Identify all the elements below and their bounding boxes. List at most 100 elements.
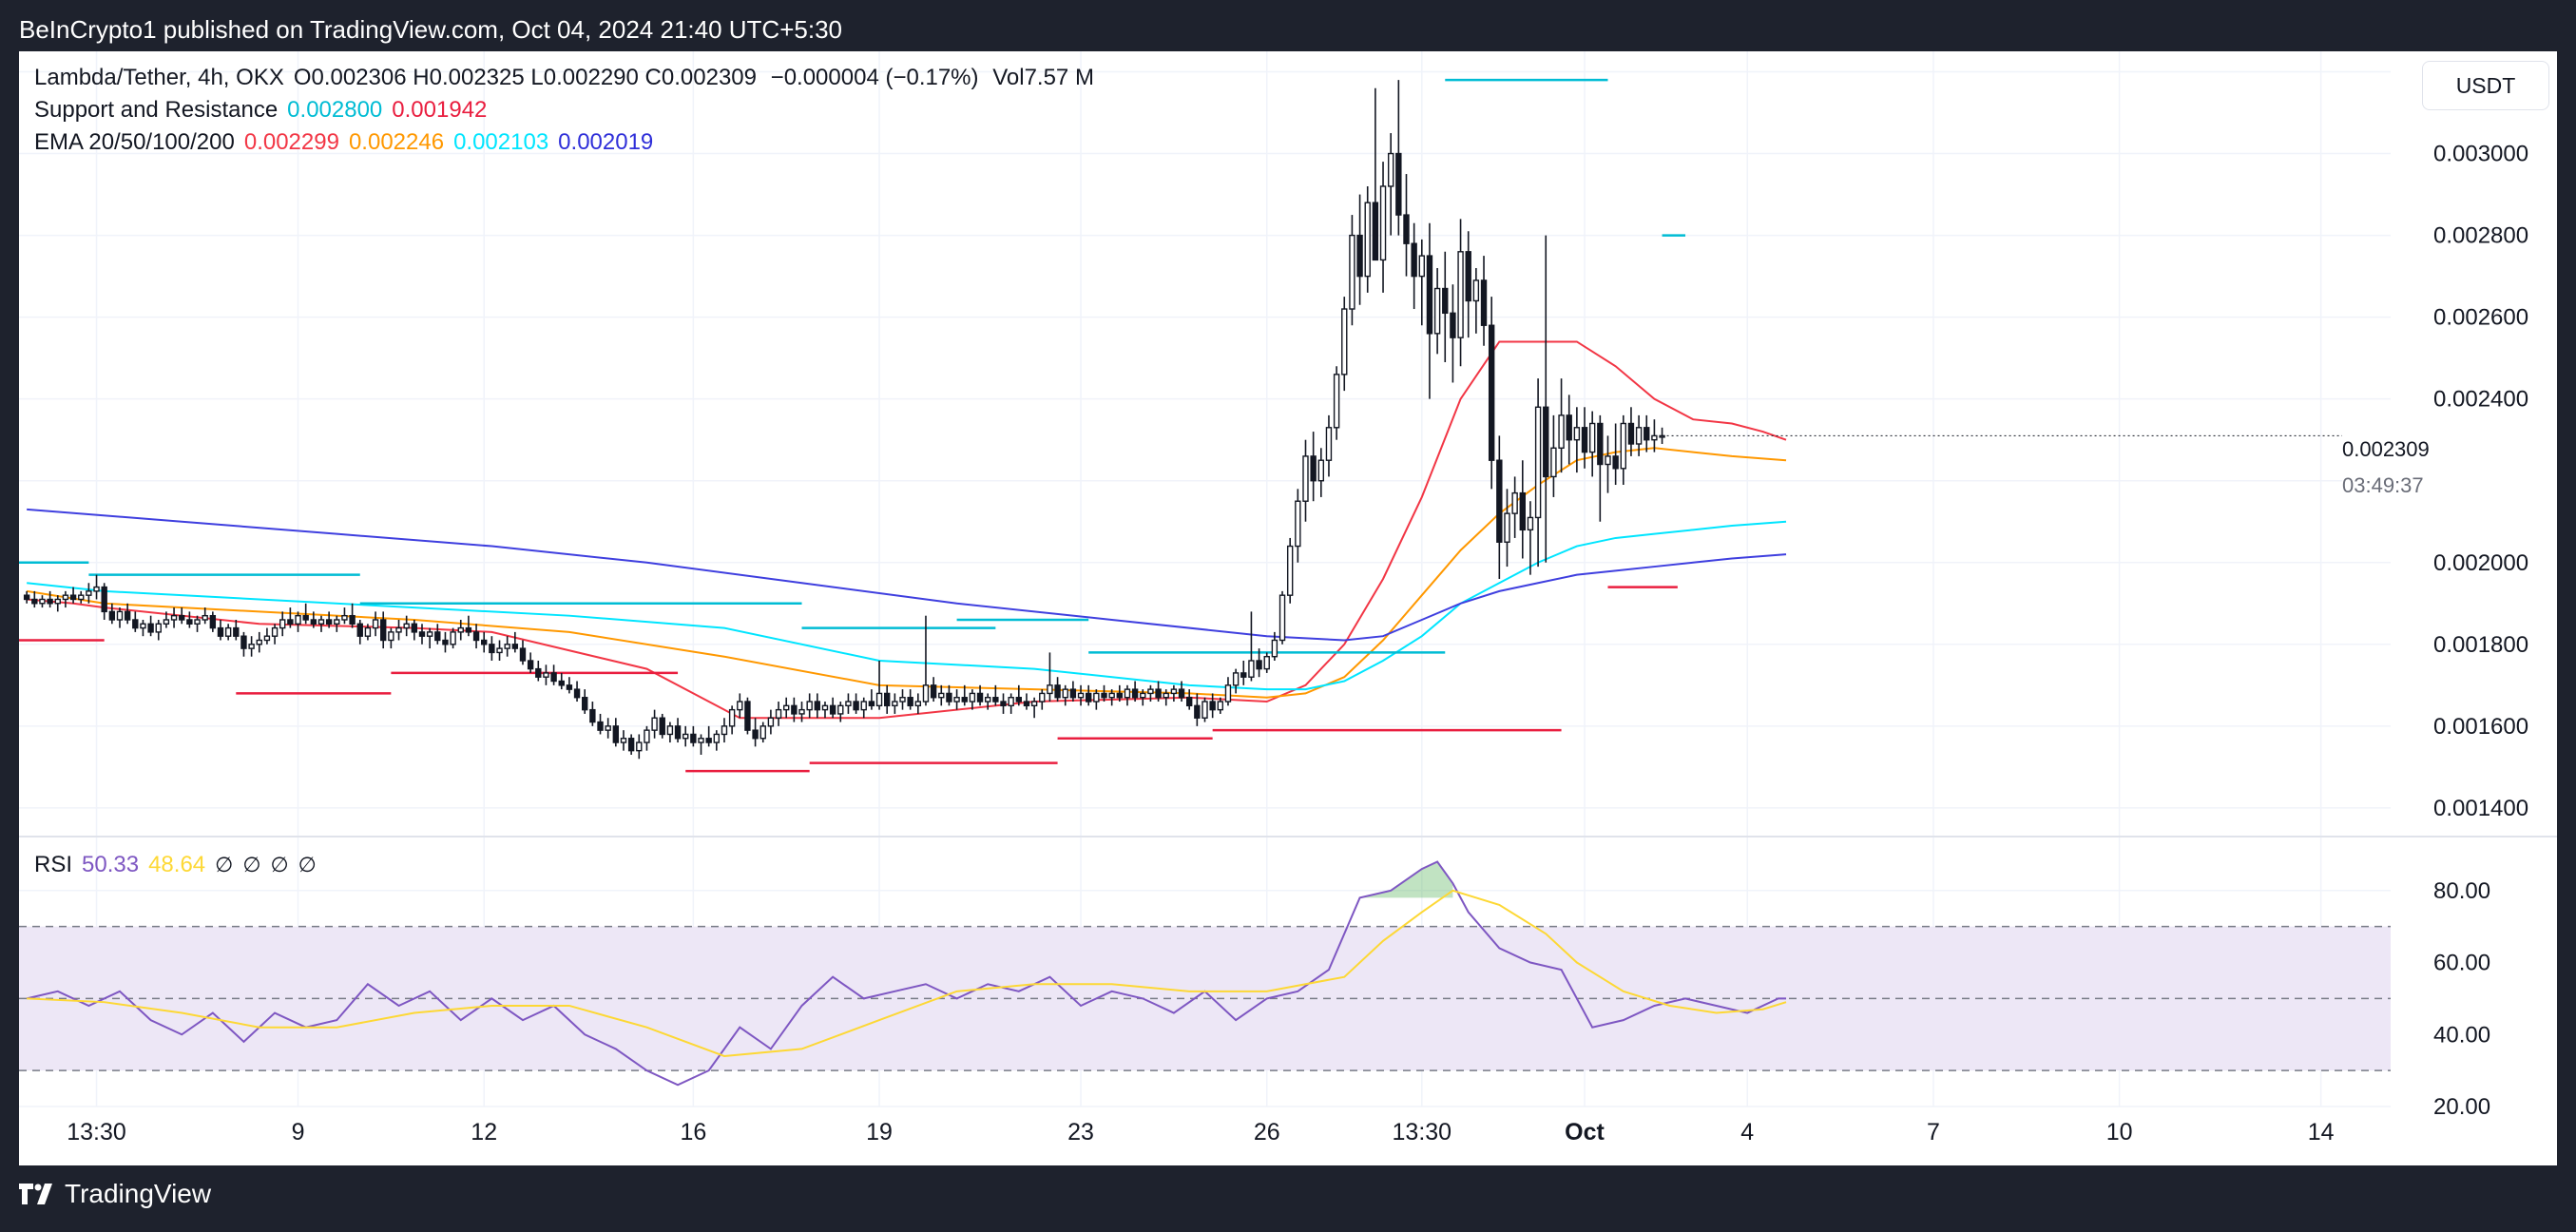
footer: TradingView bbox=[0, 1165, 2576, 1232]
candle-body bbox=[1271, 639, 1278, 658]
ohlc-high-label: H bbox=[413, 65, 430, 90]
candle bbox=[1178, 681, 1185, 703]
candle-body bbox=[759, 725, 766, 740]
candle bbox=[543, 664, 549, 685]
candle-body bbox=[1356, 234, 1363, 278]
candle bbox=[884, 684, 891, 714]
ohlc-volume-value: 7.57 M bbox=[1024, 65, 1094, 90]
legend-symbol[interactable]: Lambda/Tether, 4h, OKX bbox=[34, 65, 284, 90]
candle-body bbox=[472, 631, 480, 642]
candle-body bbox=[1015, 697, 1023, 703]
candle-body bbox=[713, 733, 721, 743]
candle-body bbox=[1364, 202, 1371, 278]
candle-body bbox=[23, 594, 30, 601]
candle bbox=[1620, 414, 1626, 486]
ema-line-ema100 bbox=[27, 520, 1787, 691]
candle-body bbox=[310, 619, 317, 625]
candle-body bbox=[527, 660, 534, 670]
candle-body bbox=[573, 688, 581, 699]
candle-body bbox=[992, 697, 999, 703]
candle bbox=[860, 697, 867, 719]
candle bbox=[1008, 693, 1014, 714]
candle-body bbox=[224, 626, 232, 637]
currency-button[interactable]: USDT bbox=[2422, 61, 2549, 110]
ema-line-ema20 bbox=[27, 340, 1787, 720]
candle-body bbox=[69, 594, 77, 601]
chart-canvas[interactable]: 0.0032000.0030000.0028000.0026000.002400… bbox=[19, 51, 2557, 1165]
candle-body bbox=[1008, 697, 1014, 707]
candle bbox=[1349, 215, 1355, 326]
candle bbox=[1185, 689, 1193, 710]
candle bbox=[1278, 590, 1286, 645]
candle-body bbox=[1496, 459, 1503, 543]
candle-body bbox=[1403, 214, 1410, 244]
candle bbox=[752, 718, 759, 747]
chart-area[interactable]: 0.0032000.0030000.0028000.0026000.002400… bbox=[19, 51, 2557, 1165]
candle-body bbox=[1379, 185, 1387, 261]
candle-body bbox=[798, 708, 805, 715]
ohlc-open-value: 0.002306 bbox=[311, 65, 407, 90]
candle-body bbox=[868, 701, 875, 707]
candle-body bbox=[287, 619, 294, 625]
candle-body bbox=[1558, 414, 1565, 450]
candle bbox=[116, 607, 124, 628]
candle bbox=[256, 631, 262, 653]
candle bbox=[434, 624, 441, 645]
ohlc-change: −0.000004 (−0.17%) bbox=[770, 65, 979, 90]
candle-body bbox=[1295, 500, 1301, 548]
hidden-value-icon: ∅ bbox=[298, 853, 317, 876]
candle bbox=[1310, 432, 1317, 502]
candle-body bbox=[1232, 672, 1240, 686]
candle bbox=[1588, 411, 1596, 477]
legend-rsi-label[interactable]: RSI bbox=[34, 852, 73, 877]
candle-body bbox=[566, 684, 573, 690]
candle-body bbox=[1333, 374, 1340, 429]
candle bbox=[1605, 435, 1611, 493]
bar-countdown: 03:49:37 bbox=[2342, 472, 2475, 500]
candle-body bbox=[426, 631, 433, 637]
candle bbox=[984, 693, 991, 710]
candle-body bbox=[674, 725, 682, 740]
candle bbox=[1256, 648, 1262, 678]
candle-body bbox=[860, 701, 867, 711]
candle-body bbox=[179, 614, 185, 621]
legend-sr-label[interactable]: Support and Resistance bbox=[34, 97, 279, 123]
candle bbox=[627, 734, 635, 755]
candle-body bbox=[1108, 692, 1115, 699]
candle-body bbox=[1286, 545, 1294, 596]
legend-ema200: 0.002019 bbox=[558, 129, 654, 155]
candle bbox=[938, 684, 945, 706]
candle-body bbox=[62, 594, 69, 601]
candle-body bbox=[1488, 324, 1495, 461]
candle bbox=[108, 603, 116, 625]
candle bbox=[969, 689, 976, 710]
legend-ema-label[interactable]: EMA 20/50/100/200 bbox=[34, 129, 235, 155]
legend-ema20: 0.002299 bbox=[243, 129, 339, 155]
candle-body bbox=[1534, 406, 1542, 519]
candle-body bbox=[170, 614, 178, 621]
candle bbox=[78, 590, 85, 604]
candle bbox=[1511, 476, 1518, 538]
candle bbox=[496, 640, 503, 662]
candle bbox=[612, 718, 620, 747]
candle bbox=[271, 624, 279, 645]
candle-body bbox=[914, 701, 922, 707]
candle bbox=[582, 689, 588, 714]
candle bbox=[690, 725, 697, 747]
price-axis-tick: 0.003000 bbox=[2433, 142, 2528, 167]
candle bbox=[155, 619, 162, 641]
candle bbox=[1480, 256, 1488, 346]
hidden-value-icon: ∅ bbox=[270, 853, 289, 876]
candle bbox=[418, 624, 426, 645]
time-axis-tick: 14 bbox=[2308, 1119, 2335, 1145]
candle bbox=[217, 619, 224, 641]
candle-body bbox=[612, 725, 620, 743]
candle bbox=[23, 590, 30, 604]
candle-body bbox=[1131, 688, 1139, 699]
candle-body bbox=[976, 692, 984, 703]
tradingview-logo[interactable]: TradingView bbox=[19, 1179, 211, 1209]
rsi-ma-line bbox=[27, 889, 1787, 1058]
candle-body bbox=[1101, 692, 1107, 699]
candle bbox=[1387, 133, 1394, 236]
candle-body bbox=[1341, 308, 1348, 375]
